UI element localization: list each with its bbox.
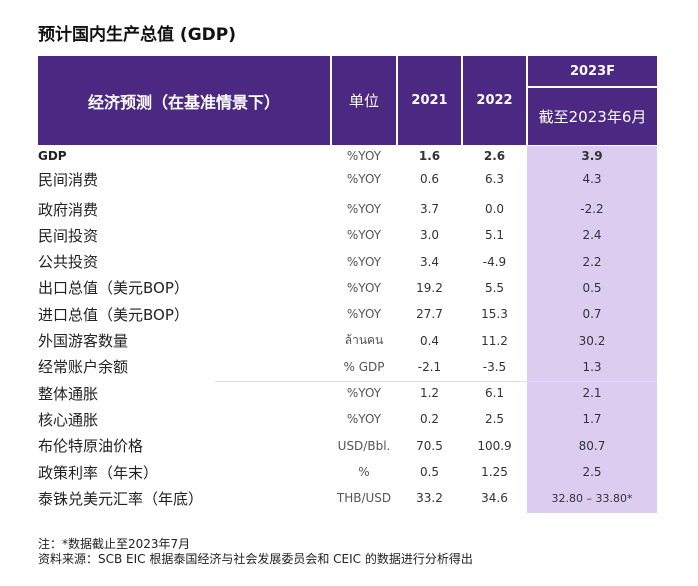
row-unit: % GDP [343, 359, 385, 374]
table-row: 布伦特原油价格 USD/Bbl. 70.5 100.9 80.7 [38, 433, 657, 459]
value-2023f: 0.7 [582, 307, 602, 322]
value-2022: 2.6 [483, 149, 506, 163]
table-row: 经常账户余额 % GDP -2.1 -3.5 1.3 [38, 354, 657, 380]
value-2023f: 32.80 – 33.80* [551, 491, 633, 505]
header-unit: 单位 [332, 56, 396, 145]
value-2023f: 2.2 [582, 254, 602, 269]
row-unit: ล้านคน [344, 333, 384, 347]
value-2023f: 30.2 [578, 333, 606, 348]
value-2021: 0.5 [419, 465, 440, 479]
table-row: 公共投资 %YOY 3.4 -4.9 2.2 [38, 249, 657, 275]
row-unit: THB/USD [336, 491, 392, 506]
value-2021: -2.1 [417, 359, 442, 374]
value-2021: 3.7 [419, 202, 440, 216]
value-2021: 33.2 [416, 491, 443, 506]
value-2022: 6.1 [484, 386, 505, 401]
table-row: 进口总值（美元BOP） %YOY 27.7 15.3 0.7 [38, 301, 657, 327]
header-2021: 2021 [398, 56, 461, 145]
table-row: GDP %YOY 1.6 2.6 3.9 [38, 146, 657, 166]
footnote: 注：*数据截止至2023年7月 [38, 537, 191, 551]
value-2021: 0.6 [419, 172, 440, 186]
table-row: 民间消费 %YOY 0.6 6.3 4.3 [38, 166, 657, 192]
row-unit: %YOY [346, 149, 382, 163]
table-row: 外国游客数量 ล้านคน 0.4 11.2 30.2 [38, 328, 657, 354]
table-row: 泰铢兑美元汇率（年底） THB/USD 33.2 34.6 32.80 – 33.80* [38, 485, 657, 511]
table-row: 出口总值（美元BOP） %YOY 19.2 5.5 0.5 [38, 275, 657, 301]
row-label: 民间投资 [38, 226, 99, 245]
value-2022: 11.2 [481, 333, 508, 348]
value-2022: 15.3 [481, 307, 508, 322]
value-2022: 5.5 [484, 280, 505, 295]
value-2022: 1.25 [481, 465, 508, 479]
divider [215, 381, 657, 382]
value-2021: 70.5 [416, 438, 443, 453]
row-unit: %YOY [346, 172, 382, 186]
value-2021: 1.6 [418, 149, 441, 163]
row-unit: %YOY [346, 280, 382, 295]
row-label: 泰铢兑美元汇率（年底） [38, 489, 204, 508]
row-unit: USD/Bbl. [337, 438, 391, 453]
value-2023f: 0.5 [582, 280, 602, 295]
row-label: GDP [38, 149, 67, 163]
value-2022: 0.0 [484, 202, 505, 216]
value-2022: 34.6 [481, 491, 508, 506]
value-2023f: 1.3 [582, 359, 602, 374]
row-label: 进口总值（美元BOP） [38, 305, 189, 324]
header-2022: 2022 [463, 56, 526, 145]
row-label: 民间消费 [38, 170, 99, 189]
row-unit: %YOY [346, 307, 382, 322]
row-unit: %YOY [346, 386, 382, 401]
value-2021: 1.2 [419, 386, 440, 401]
table-row: 政府消费 %YOY 3.7 0.0 -2.2 [38, 196, 657, 222]
value-2021: 0.2 [419, 412, 440, 427]
row-label: 政府消费 [38, 200, 99, 219]
value-2023f: 2.1 [582, 386, 602, 401]
row-unit: %YOY [346, 202, 382, 216]
forecast-column-bg [527, 146, 657, 513]
value-2023f: 2.4 [582, 228, 602, 243]
row-label: 布伦特原油价格 [38, 437, 144, 456]
value-2023f: 4.3 [582, 172, 602, 186]
row-label: 经常账户余额 [38, 358, 129, 377]
value-2021: 27.7 [416, 307, 443, 322]
table-row: 民间投资 %YOY 3.0 5.1 2.4 [38, 222, 657, 248]
row-label: 整体通胀 [38, 384, 99, 403]
value-2022: -4.9 [482, 254, 507, 269]
value-2022: 6.3 [484, 172, 505, 186]
value-2021: 19.2 [416, 280, 443, 295]
value-2022: -3.5 [482, 359, 507, 374]
value-2023f: -2.2 [580, 202, 604, 216]
value-2022: 5.1 [484, 228, 505, 243]
header-2023-sub: 截至2023年6月 [528, 88, 657, 145]
table-row: 政策利率（年末）% 0.5 1.25 2.5 [38, 459, 657, 485]
header-indicator: 经济预测（在基准情景下） [38, 56, 330, 145]
value-2021: 0.4 [419, 333, 440, 348]
value-2021: 3.0 [419, 228, 440, 243]
row-label: 外国游客数量 [38, 332, 129, 350]
table-row: 整体通胀 %YOY 1.2 6.1 2.1 [38, 380, 657, 406]
row-unit: % [358, 465, 370, 479]
value-2022: 100.9 [477, 438, 512, 453]
header-2023f: 2023F [528, 56, 657, 86]
table-row: 核心通胀 %YOY 0.2 2.5 1.7 [38, 406, 657, 432]
page-title: 预计国内生产总值 (GDP) [38, 25, 236, 45]
source-note: 资料来源：SCB EIC 根据泰国经济与社会发展委员会和 CEIC 的数据进行分… [38, 552, 473, 566]
value-2023f: 3.9 [581, 149, 603, 163]
row-label: 出口总值（美元BOP） [38, 279, 189, 298]
row-label: 政策利率（年末） [38, 463, 159, 482]
value-2023f: 2.5 [582, 465, 602, 479]
row-label: 公共投资 [38, 253, 99, 272]
row-unit: %YOY [346, 228, 382, 243]
row-label: 核心通胀 [38, 410, 99, 429]
value-2022: 2.5 [484, 412, 505, 427]
value-2021: 3.4 [419, 254, 440, 269]
value-2023f: 1.7 [582, 412, 602, 427]
value-2023f: 80.7 [578, 438, 606, 453]
row-unit: %YOY [346, 254, 382, 269]
row-unit: %YOY [346, 412, 382, 427]
